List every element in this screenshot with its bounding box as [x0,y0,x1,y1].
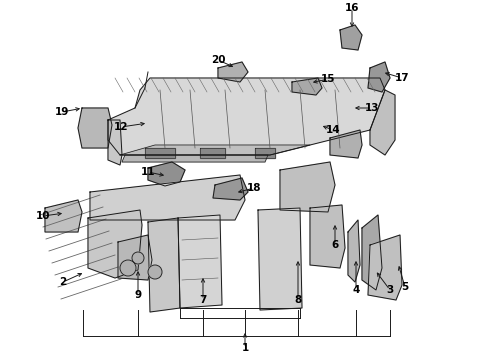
Polygon shape [330,130,362,158]
Text: 16: 16 [345,3,359,13]
Polygon shape [255,148,275,158]
Polygon shape [145,148,175,158]
Text: 5: 5 [401,282,409,292]
Polygon shape [340,25,362,50]
Polygon shape [122,155,268,162]
Polygon shape [148,162,185,186]
Polygon shape [200,148,225,158]
Polygon shape [218,62,248,82]
Text: 3: 3 [387,285,393,295]
Polygon shape [280,162,335,212]
Text: 20: 20 [211,55,225,65]
Polygon shape [368,235,402,300]
Text: 4: 4 [352,285,360,295]
Text: 17: 17 [394,73,409,83]
Polygon shape [368,62,390,92]
Polygon shape [108,120,122,165]
Text: 11: 11 [141,167,155,177]
Polygon shape [108,78,385,155]
Polygon shape [78,108,112,148]
Polygon shape [120,145,310,155]
Circle shape [148,265,162,279]
Text: 19: 19 [55,107,69,117]
Polygon shape [213,178,248,200]
Text: 8: 8 [294,295,302,305]
Polygon shape [348,220,360,282]
Polygon shape [118,235,152,280]
Polygon shape [310,205,345,268]
Polygon shape [370,90,395,155]
Text: 7: 7 [199,295,207,305]
Polygon shape [362,215,382,290]
Polygon shape [148,218,180,312]
Text: 12: 12 [114,122,128,132]
Text: 14: 14 [326,125,341,135]
Circle shape [132,252,144,264]
Polygon shape [88,210,142,278]
Text: 13: 13 [365,103,379,113]
Text: 1: 1 [242,343,248,353]
Text: 18: 18 [247,183,261,193]
Polygon shape [258,208,302,310]
Text: 9: 9 [134,290,142,300]
Polygon shape [178,215,222,308]
Text: 2: 2 [59,277,67,287]
Text: 15: 15 [321,74,335,84]
Circle shape [120,260,136,276]
Text: 10: 10 [36,211,50,221]
Polygon shape [45,200,82,232]
Polygon shape [292,78,322,95]
Text: 6: 6 [331,240,339,250]
Polygon shape [90,175,245,220]
